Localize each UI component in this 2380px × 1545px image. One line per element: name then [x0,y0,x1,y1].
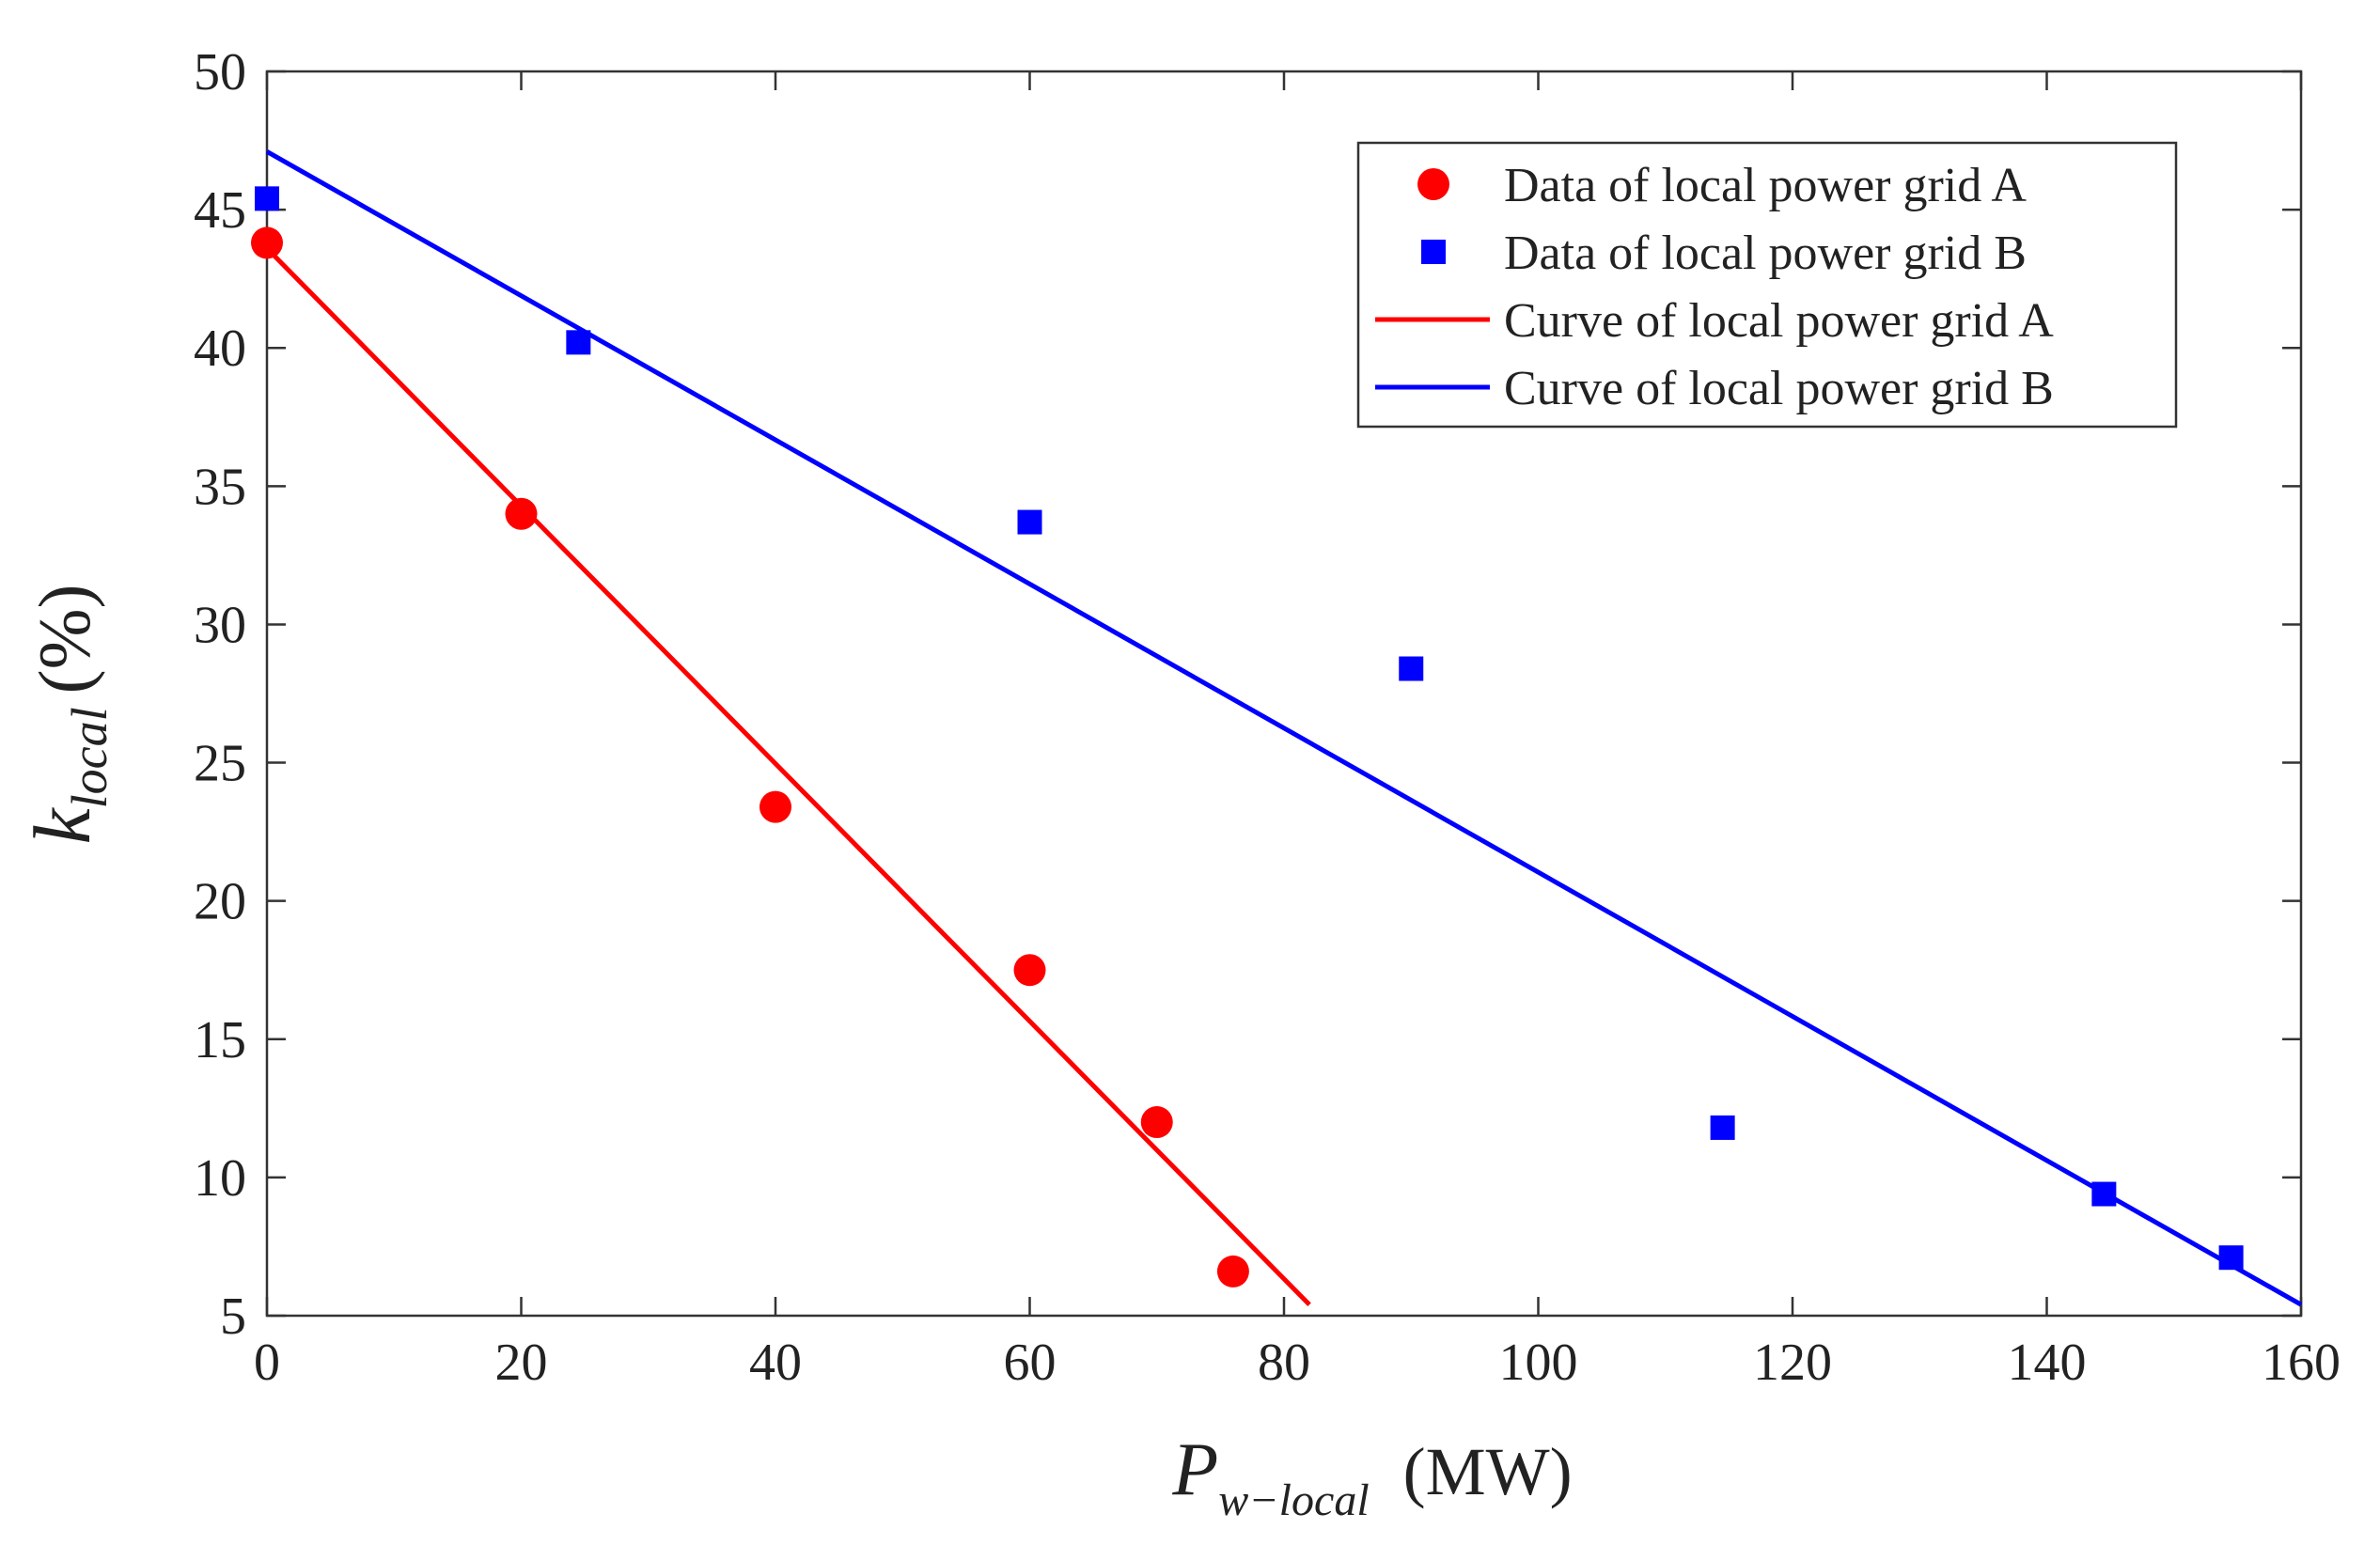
fit-curves [265,149,2303,1307]
legend-circle-swatch [1417,168,1449,200]
data-point-a [1013,954,1046,987]
y-tick-label: 30 [194,596,246,654]
y-tick-label: 40 [194,320,246,378]
data-point-b [2218,1245,2244,1271]
legend-label: Curve of local power grid B [1504,362,2054,415]
x-tick-label: 40 [749,1334,802,1392]
data-point-b [255,186,279,211]
x-tick-label: 100 [1499,1334,1578,1392]
y-axis-label-main: k [17,807,107,845]
x-tick-label: 20 [495,1334,548,1392]
data-point-a [505,497,538,530]
y-tick-label: 25 [194,735,246,793]
x-tick-label: 80 [1258,1334,1310,1392]
y-tick-label: 45 [194,181,246,240]
x-axis-label-sub: w−local [1218,1475,1369,1525]
y-tick-label: 5 [220,1288,246,1346]
legend-label: Data of local power grid A [1504,159,2027,212]
legend-label: Data of local power grid B [1504,226,2027,280]
data-point-a [759,790,791,823]
curve-line-a [265,246,1311,1306]
curve-line-b [265,149,2303,1307]
x-axis-label-main: P [1171,1428,1218,1511]
y-tick-label: 10 [194,1149,246,1208]
data-point-b [1710,1115,1735,1140]
data-point-b [2091,1181,2117,1207]
data-point-a [1216,1255,1249,1288]
data-point-a [1140,1106,1173,1139]
x-tick-label: 0 [254,1334,280,1392]
legend-label: Curve of local power grid A [1504,294,2054,348]
y-axis-label-sub: local [61,707,117,808]
legend-square-swatch [1421,240,1446,264]
data-point-a [251,226,283,259]
x-axis-label-unit: (MW) [1403,1434,1573,1509]
data-point-b [1017,509,1042,535]
data-points [251,186,2244,1288]
data-point-b [566,330,591,355]
legend: Data of local power grid A Data of local … [1356,141,2178,429]
x-tick-label: 60 [1004,1334,1057,1392]
axis-ticks: 0 20 40 60 80 100 120 140 160 5 10 15 20 25 30 35 40 45 50 [194,43,2341,1392]
x-tick-label: 120 [1753,1334,1832,1392]
y-tick-label: 50 [194,43,246,101]
x-axis-label: Pw−local (MW) [1171,1428,1572,1525]
y-axis-label: klocal (%) [17,584,117,844]
y-tick-label: 15 [194,1011,246,1069]
legend-box [1356,141,2178,429]
y-tick-label: 35 [194,458,246,516]
x-tick-label: 140 [2008,1334,2087,1392]
x-tick-label: 160 [2262,1334,2341,1392]
y-axis-label-unit: (%) [23,584,105,694]
data-point-b [1399,656,1424,681]
y-tick-label: 20 [194,873,246,931]
